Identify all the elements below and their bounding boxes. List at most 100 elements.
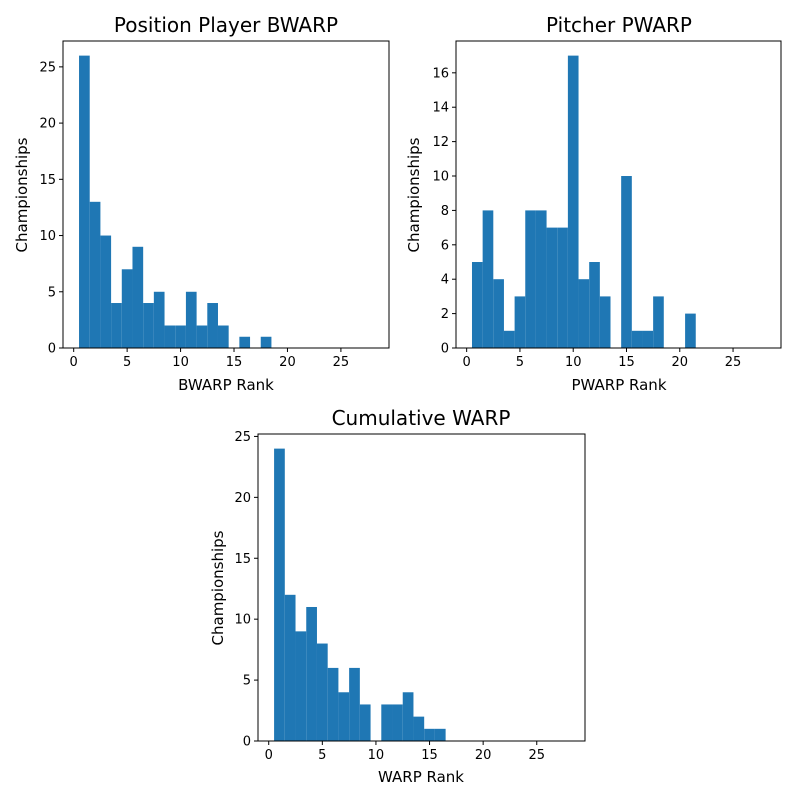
y-tick-label: 8 [441,204,449,219]
x-axis-label: WARP Rank [378,768,464,786]
histogram-bar [599,296,611,348]
y-tick-label: 0 [441,342,449,357]
x-tick-label: 10 [172,355,189,370]
x-tick-label: 25 [333,355,350,370]
y-tick-label: 15 [39,173,56,188]
histogram-bar [653,296,664,348]
histogram-bar [359,704,371,741]
histogram-bar [642,330,654,348]
histogram-bar [493,279,504,348]
x-tick-label: 5 [318,748,326,763]
x-tick-label: 5 [123,355,131,370]
histogram-bar [338,692,350,741]
y-axis-label: Championships [405,137,423,252]
y-tick-label: 15 [234,552,251,567]
y-tick-label: 20 [39,117,56,132]
histogram-bar [111,303,122,348]
histogram-bar [381,704,393,741]
x-tick-label: 0 [70,355,78,370]
histogram-bar [514,296,526,348]
histogram-bar [471,262,483,348]
x-tick-label: 25 [725,355,742,370]
y-tick-label: 20 [234,491,251,506]
histogram-bar [434,728,446,741]
y-tick-label: 14 [432,101,449,116]
histogram-bar [413,716,425,741]
histogram-bar [402,692,414,741]
y-tick-label: 5 [48,285,56,300]
x-tick-label: 5 [516,355,524,370]
y-tick-label: 12 [432,135,449,150]
histogram-bar [482,210,494,348]
histogram-bar [567,55,579,348]
x-tick-label: 15 [421,748,438,763]
panel-cumulative-warp: Cumulative WARP WARP Rank Championships … [209,406,586,786]
y-tick-label: 4 [441,273,449,288]
y-tick-label: 16 [432,66,449,81]
chart-title: Position Player BWARP [114,13,338,37]
histogram-bar [295,631,307,741]
histogram-bar [392,704,403,741]
y-tick-label: 0 [243,735,251,750]
histogram-bar [175,325,186,348]
histogram-bar [217,325,229,348]
x-tick-label: 10 [565,355,582,370]
histogram-bar [185,291,197,348]
x-tick-label: 20 [279,355,296,370]
y-tick-label: 10 [234,613,251,628]
histogram-bar [284,594,296,741]
y-tick-label: 10 [39,229,56,244]
panel-pwarp: Pitcher PWARP PWARP Rank Championships 0… [405,13,782,394]
histogram-bar [79,55,90,348]
y-tick-label: 10 [432,170,449,185]
histogram-bar [196,325,208,348]
y-tick-label: 6 [441,238,449,253]
y-tick-label: 0 [48,342,56,357]
histogram-bar [100,235,112,348]
histogram-bar [525,210,536,348]
plot-frame [257,433,586,742]
y-tick-label: 25 [234,430,251,445]
y-tick-label: 2 [441,307,449,322]
histogram-bar [621,176,632,348]
histogram-bar [578,279,590,348]
histogram-bar [306,606,317,741]
x-axis-label: PWARP Rank [571,376,666,394]
x-tick-label: 20 [475,748,492,763]
plot-frame [62,40,390,349]
chart-title: Cumulative WARP [332,406,511,430]
x-tick-label: 0 [463,355,471,370]
histogram-bar [503,330,515,348]
x-tick-label: 20 [671,355,688,370]
histogram-bar [424,728,435,741]
histogram-bar [143,303,154,348]
x-tick-label: 10 [368,748,385,763]
x-tick-label: 0 [265,748,273,763]
y-axis-label: Championships [209,530,227,645]
histogram-bar [121,269,133,348]
histogram-bar [164,325,176,348]
x-axis-label: BWARP Rank [178,376,274,394]
histogram-bar [349,667,360,741]
histogram-bar [239,336,251,348]
histogram-bar [132,246,144,348]
histogram-bar [316,643,328,741]
histogram-bar [89,201,101,348]
chart-title: Pitcher PWARP [546,13,692,37]
histogram-bar [153,291,165,348]
histogram-bar [631,330,643,348]
histogram-bar [557,227,568,348]
histogram-bar [535,210,547,348]
x-tick-label: 25 [528,748,545,763]
y-axis-label: Championships [13,137,31,252]
histogram-bar [207,303,218,348]
histogram-bar [327,667,339,741]
histogram-bar [546,227,558,348]
x-tick-label: 15 [226,355,243,370]
plot-frame [455,40,782,349]
histogram-bar [685,313,696,348]
x-tick-label: 15 [618,355,635,370]
y-tick-label: 5 [243,674,251,689]
